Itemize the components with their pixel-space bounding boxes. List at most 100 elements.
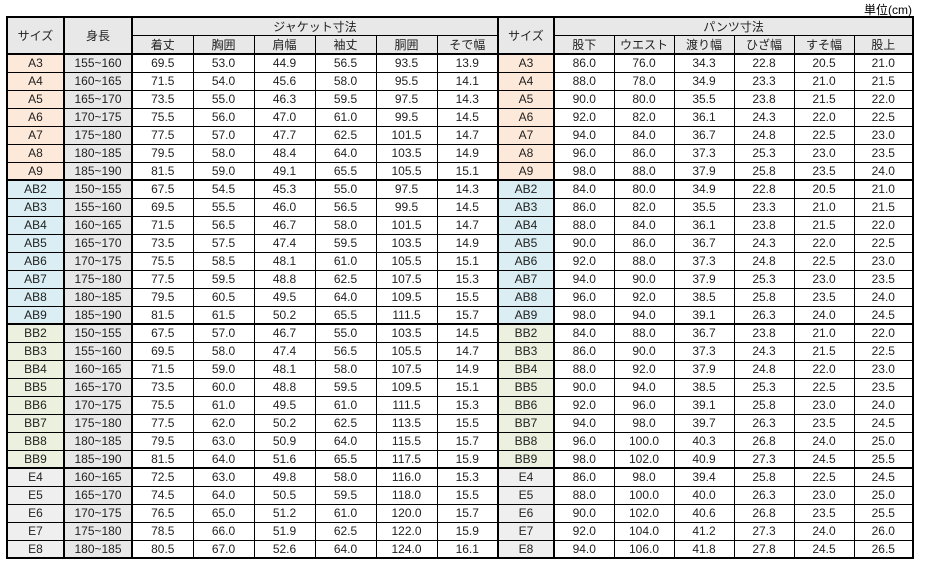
pants-value-cell: 21.0	[793, 71, 855, 91]
size-cell: AB4	[6, 215, 65, 235]
jacket-value-cell: 15.7	[436, 305, 499, 325]
pants-value-cell: 25.5	[853, 449, 914, 469]
jacket-value-cell: 58.5	[192, 251, 255, 271]
height-cell: 175~180	[63, 521, 133, 541]
table-row: BB5 165~170 73.5 60.0 48.8 59.5 109.5 15.1 BB5 90…	[6, 377, 914, 397]
height-cell: 160~165	[63, 467, 133, 487]
jacket-value-cell: 69.5	[131, 197, 194, 217]
table-row: BB4 160~165 71.5 59.0 48.1 58.0 107.5 14.9 BB4 88…	[6, 359, 914, 379]
jacket-value-cell: 116.0	[375, 467, 438, 487]
pants-value-cell: 34.3	[673, 53, 735, 73]
jacket-value-cell: 55.5	[192, 197, 255, 217]
pants-value-cell: 22.5	[853, 107, 914, 127]
pants-value-cell: 88.0	[553, 71, 615, 91]
jacket-value-cell: 63.0	[192, 467, 255, 487]
pants-value-cell: 82.0	[613, 107, 675, 127]
size-cell: AB8	[6, 287, 65, 307]
jacket-value-cell: 45.3	[253, 179, 316, 199]
jacket-value-cell: 103.5	[375, 143, 438, 163]
unit-label: 単位(cm)	[864, 3, 912, 17]
pants-value-cell: 22.8	[733, 179, 795, 199]
pants-value-cell: 37.9	[673, 161, 735, 181]
size-cell-right: E5	[497, 485, 555, 505]
pants-value-cell: 37.9	[673, 359, 735, 379]
size-chart-table: サイズ 身長 ジャケット寸法 サイズ パンツ寸法 着丈 胸囲 肩幅 袖丈 胴囲 そで幅 股下…	[6, 16, 915, 559]
pants-value-cell: 23.0	[793, 485, 855, 505]
pants-value-cell: 84.0	[613, 125, 675, 145]
pants-value-cell: 23.8	[733, 89, 795, 109]
jacket-value-cell: 61.5	[192, 305, 255, 325]
size-cell: E7	[6, 521, 65, 541]
jacket-value-cell: 59.0	[192, 161, 255, 181]
pants-value-cell: 37.9	[673, 269, 735, 289]
jacket-value-cell: 64.0	[192, 449, 255, 469]
pants-value-cell: 86.0	[553, 53, 615, 73]
pants-value-cell: 37.3	[673, 341, 735, 361]
jacket-value-cell: 79.5	[131, 431, 194, 451]
jacket-value-cell: 15.9	[436, 521, 499, 541]
header-jacket-col: 胸囲	[192, 35, 255, 55]
pants-value-cell: 23.5	[853, 269, 914, 289]
pants-value-cell: 23.8	[733, 215, 795, 235]
pants-value-cell: 86.0	[553, 467, 615, 487]
jacket-value-cell: 59.5	[314, 377, 377, 397]
jacket-value-cell: 99.5	[375, 197, 438, 217]
jacket-value-cell: 50.2	[253, 413, 316, 433]
pants-value-cell: 98.0	[553, 449, 615, 469]
size-cell-right: A8	[497, 143, 555, 163]
jacket-value-cell: 58.0	[314, 215, 377, 235]
jacket-value-cell: 15.7	[436, 503, 499, 523]
size-cell-right: BB3	[497, 341, 555, 361]
pants-value-cell: 23.3	[733, 197, 795, 217]
pants-value-cell: 25.0	[853, 485, 914, 505]
pants-value-cell: 23.0	[793, 269, 855, 289]
jacket-value-cell: 73.5	[131, 377, 194, 397]
jacket-value-cell: 99.5	[375, 107, 438, 127]
jacket-value-cell: 75.5	[131, 395, 194, 415]
jacket-value-cell: 55.0	[314, 179, 377, 199]
size-cell-right: AB7	[497, 269, 555, 289]
pants-value-cell: 26.8	[733, 503, 795, 523]
height-cell: 165~170	[63, 485, 133, 505]
pants-value-cell: 23.5	[853, 377, 914, 397]
pants-value-cell: 92.0	[553, 395, 615, 415]
pants-value-cell: 22.5	[793, 377, 855, 397]
jacket-value-cell: 52.6	[253, 539, 316, 559]
jacket-value-cell: 107.5	[375, 359, 438, 379]
jacket-value-cell: 74.5	[131, 485, 194, 505]
pants-value-cell: 92.0	[553, 521, 615, 541]
pants-value-cell: 26.3	[733, 305, 795, 325]
pants-value-cell: 90.0	[613, 269, 675, 289]
header-jacket-col: そで幅	[436, 35, 499, 55]
pants-value-cell: 39.7	[673, 413, 735, 433]
table-row: E8 180~185 80.5 67.0 52.6 64.0 124.0 16.1 E8 94.0…	[6, 539, 914, 559]
jacket-value-cell: 57.5	[192, 233, 255, 253]
pants-value-cell: 92.0	[553, 107, 615, 127]
pants-value-cell: 39.1	[673, 395, 735, 415]
size-cell: AB5	[6, 233, 65, 253]
pants-value-cell: 86.0	[553, 197, 615, 217]
size-cell-right: A3	[497, 53, 555, 73]
jacket-value-cell: 46.3	[253, 89, 316, 109]
size-cell: A5	[6, 89, 65, 109]
jacket-value-cell: 77.5	[131, 413, 194, 433]
pants-value-cell: 94.0	[613, 305, 675, 325]
pants-value-cell: 80.0	[613, 179, 675, 199]
table-row: E4 160~165 72.5 63.0 49.8 58.0 116.0 15.3 E4 86.0…	[6, 467, 914, 487]
jacket-value-cell: 62.5	[314, 125, 377, 145]
jacket-value-cell: 101.5	[375, 215, 438, 235]
pants-value-cell: 22.0	[853, 323, 914, 343]
table-row: BB8 180~185 79.5 63.0 50.9 64.0 115.5 15.7 BB8 96…	[6, 431, 914, 451]
table-row: E5 165~170 74.5 64.0 50.5 59.5 118.0 15.5 E5 88.0…	[6, 485, 914, 505]
jacket-value-cell: 54.5	[192, 179, 255, 199]
jacket-value-cell: 64.0	[192, 485, 255, 505]
jacket-value-cell: 67.5	[131, 179, 194, 199]
size-cell: A4	[6, 71, 65, 91]
pants-value-cell: 20.5	[793, 179, 855, 199]
header-jacket-col: 着丈	[131, 35, 194, 55]
table-row: AB3 155~160 69.5 55.5 46.0 56.5 99.5 14.5 AB3 86.…	[6, 197, 914, 217]
pants-value-cell: 86.0	[553, 341, 615, 361]
jacket-value-cell: 77.5	[131, 269, 194, 289]
jacket-value-cell: 97.5	[375, 89, 438, 109]
jacket-value-cell: 14.7	[436, 125, 499, 145]
